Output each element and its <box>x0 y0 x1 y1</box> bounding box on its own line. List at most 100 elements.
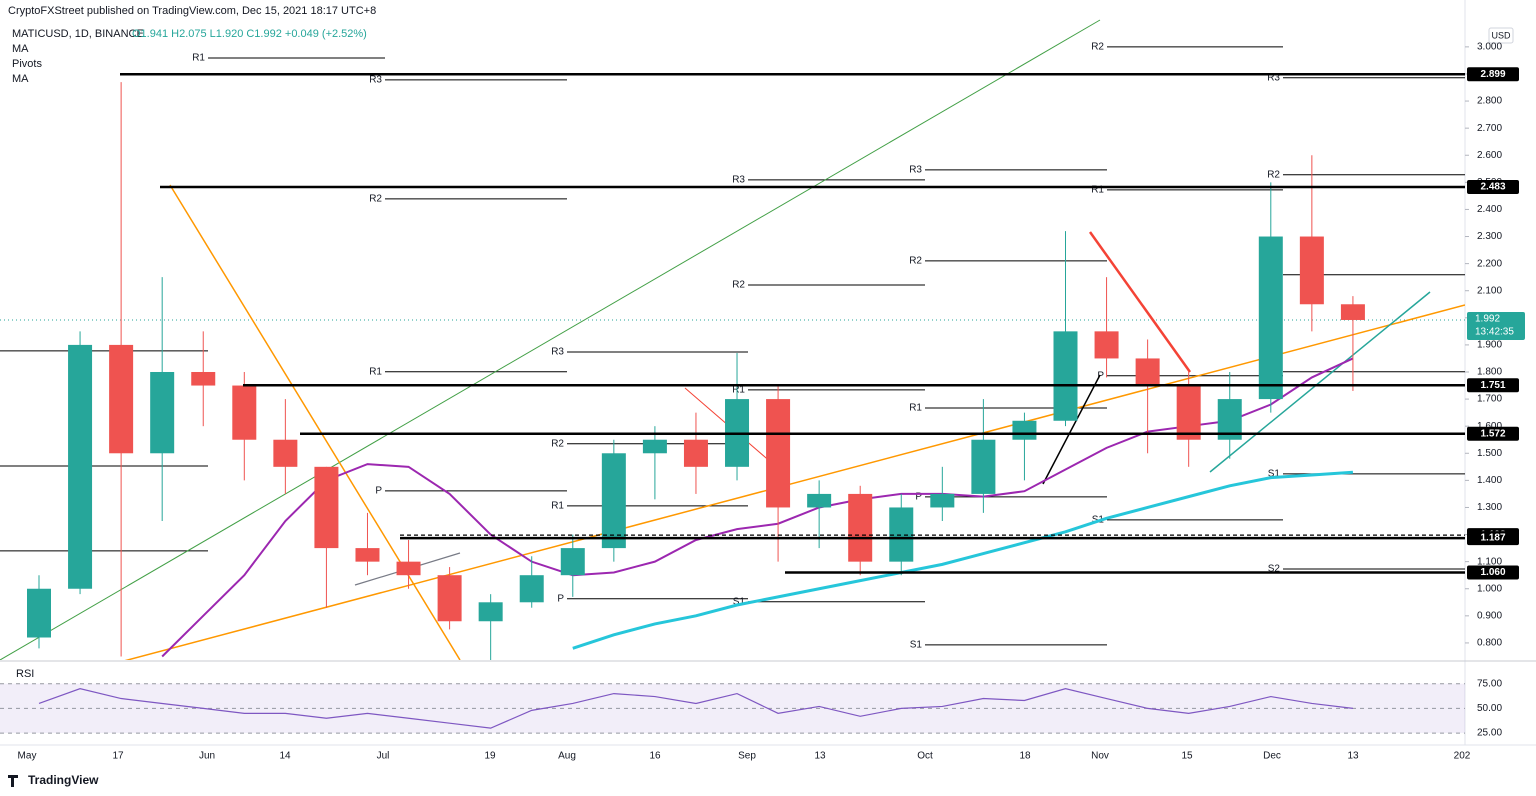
trendline <box>0 19 1101 660</box>
candle-body <box>1094 331 1119 359</box>
level-tag <box>1467 531 1519 546</box>
pivot-label: R3 <box>369 75 382 86</box>
pivot-label: P <box>557 593 564 604</box>
x-tick-label: 14 <box>279 751 291 762</box>
x-tick-label: 13 <box>1347 751 1359 762</box>
candle-body <box>355 548 380 562</box>
y-tick-label: 2.800 <box>1477 96 1502 107</box>
pivot-label: S2 <box>1268 564 1281 575</box>
trendline <box>124 304 1465 660</box>
candle-body <box>1176 385 1201 440</box>
y-tick-label: 1.400 <box>1477 475 1502 486</box>
candle-body <box>807 493 832 508</box>
candle-body <box>314 466 339 549</box>
pivot-label: R1 <box>369 366 382 377</box>
y-tick-label: 1.500 <box>1477 448 1502 459</box>
x-tick-label: 202 <box>1454 751 1471 762</box>
candle-body <box>601 453 626 549</box>
moving-average <box>161 357 1354 658</box>
candle-body <box>1299 236 1324 305</box>
footer-brand: TradingView <box>28 773 99 787</box>
ohlc-header: O1.941 H2.075 L1.920 C1.992 +0.049 (+2.5… <box>132 28 367 40</box>
level-tag <box>1467 179 1519 194</box>
x-tick-label: Jul <box>377 751 390 762</box>
candle-body <box>683 439 708 467</box>
candle-body <box>560 548 585 576</box>
pivot-label: R2 <box>551 438 564 449</box>
x-tick-label: Oct <box>917 751 933 762</box>
level-tag-label: 2.483 <box>1480 182 1505 193</box>
trendline <box>169 184 461 660</box>
level-tag-label: 2.899 <box>1480 69 1505 80</box>
footer-logo <box>8 775 18 787</box>
level-tag-label: 1.060 <box>1480 567 1505 578</box>
candle-body <box>232 385 257 440</box>
pivot-label: R2 <box>732 280 745 291</box>
candle-body <box>150 371 175 454</box>
candle-body <box>930 493 955 508</box>
pivot-label: P <box>375 486 382 497</box>
candle-body <box>396 561 421 576</box>
trendline <box>1042 374 1101 485</box>
y-tick-label: 1.800 <box>1477 367 1502 378</box>
rsi-line <box>38 688 1353 729</box>
y-tick-label: 2.200 <box>1477 258 1502 269</box>
pivot-label: R1 <box>551 500 564 511</box>
y-tick-label: 1.300 <box>1477 502 1502 513</box>
candle-body <box>1012 420 1037 440</box>
y-tick-label: 3.000 <box>1477 42 1502 53</box>
x-tick-label: 17 <box>112 751 124 762</box>
last-price-tag <box>1467 311 1525 340</box>
y-tick-label: 1.000 <box>1477 583 1502 594</box>
pivot-label: S1 <box>733 596 746 607</box>
y-tick-label: 2.100 <box>1477 285 1502 296</box>
level-tag <box>1467 426 1519 441</box>
pivot-label: R3 <box>1267 72 1280 83</box>
y-tick-label: 2.600 <box>1477 150 1502 161</box>
level-tag-label: 1.572 <box>1480 428 1505 439</box>
x-tick-label: 13 <box>814 751 826 762</box>
level-tag <box>1467 565 1519 580</box>
pivot-label: R2 <box>369 194 382 205</box>
pivot-label: R1 <box>732 385 745 396</box>
pivot-label: R3 <box>909 165 922 176</box>
pivot-label: R3 <box>551 347 564 358</box>
x-tick-label: May <box>18 751 37 762</box>
indicator: MA <box>12 73 29 85</box>
pivot-label: R2 <box>909 256 922 267</box>
level-tag-label: 1.751 <box>1480 380 1505 391</box>
level-tag <box>1467 378 1519 393</box>
x-tick-label: Sep <box>738 751 756 762</box>
currency-box[interactable] <box>1488 27 1514 44</box>
rsi-tick-label: 50.00 <box>1477 703 1502 714</box>
level-tag-label: 1.187 <box>1480 533 1505 544</box>
candle-body <box>478 602 503 622</box>
symbol: MATICUSD, 1D, BINANCE <box>12 28 144 40</box>
y-tick-label: 1.900 <box>1477 340 1502 351</box>
rsi-tick-label: 75.00 <box>1477 678 1502 689</box>
candle-body <box>971 439 996 494</box>
pivot-label: R1 <box>192 53 205 64</box>
x-tick-label: 15 <box>1181 751 1193 762</box>
trendline <box>1088 231 1192 373</box>
x-tick-label: 18 <box>1019 751 1031 762</box>
pivot-label: S1 <box>910 639 923 650</box>
countdown: 13:42:35 <box>1475 327 1514 338</box>
pivot-label: R3 <box>732 175 745 186</box>
candle-body <box>642 439 667 454</box>
pivot-label: R2 <box>1091 42 1104 53</box>
currency: USD <box>1491 30 1511 40</box>
x-tick-label: 16 <box>649 751 661 762</box>
candle-body <box>437 575 462 622</box>
x-tick-label: 19 <box>484 751 496 762</box>
moving-average <box>572 470 1354 650</box>
y-tick-label: 0.800 <box>1477 638 1502 649</box>
y-tick-label: 2.700 <box>1477 123 1502 134</box>
trendline <box>1209 291 1431 473</box>
candle-body <box>1258 236 1283 400</box>
y-tick-label: 1.600 <box>1477 421 1502 432</box>
candle-body <box>1135 358 1160 386</box>
pivot-label: S1 <box>1268 469 1281 480</box>
x-tick-label: Aug <box>558 751 576 762</box>
